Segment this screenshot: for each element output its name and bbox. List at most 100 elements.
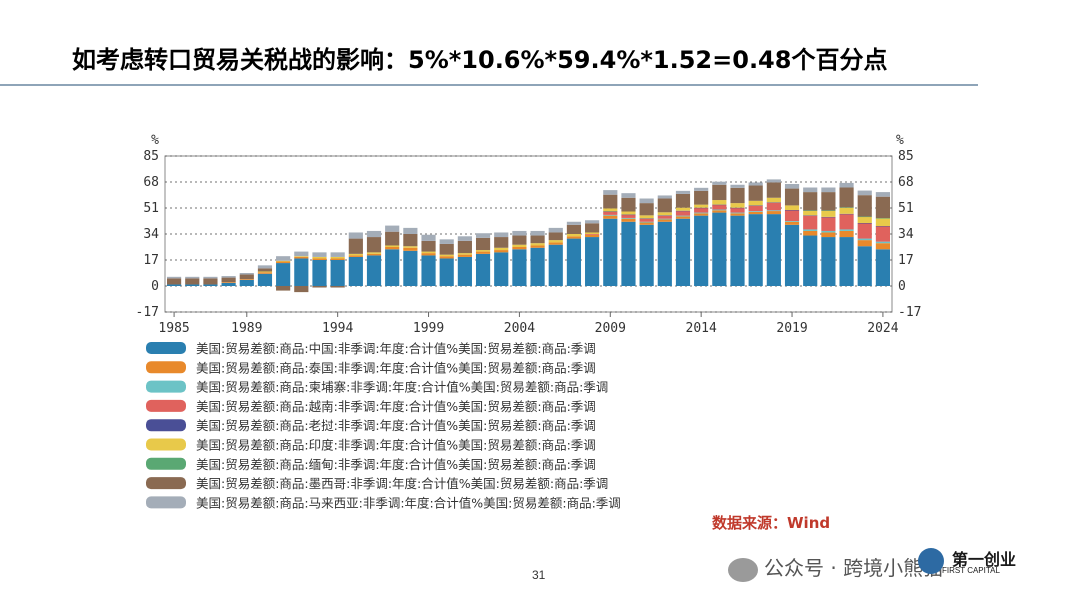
bar-segment-5 (748, 200, 763, 206)
bar-segment-5 (276, 260, 291, 262)
bar-segment-0 (730, 215, 745, 286)
bar-segment-5 (312, 256, 327, 259)
bar-segment-5 (784, 205, 800, 210)
bar-segment-8 (239, 273, 254, 275)
data-source: 数据来源：Wind (712, 514, 831, 532)
bar-segment-0 (439, 258, 454, 286)
legend-swatch-6 (146, 457, 186, 470)
bar-segment-2 (839, 229, 854, 231)
y-tick-label-right: 85 (898, 149, 914, 164)
bar-segment-1 (603, 215, 618, 219)
bar-segment-0 (494, 252, 509, 286)
bar-segment-8 (512, 230, 527, 236)
bar-segment-8 (657, 195, 672, 199)
bar-segment-5 (839, 207, 854, 214)
bar-segment-1 (421, 253, 436, 256)
bar-segment-8 (857, 190, 872, 196)
logo-cn-text: 第一创业 (952, 550, 1017, 569)
bar-segment-7 (803, 192, 818, 211)
bar-segment-7 (639, 203, 654, 216)
bar-segment-8 (875, 192, 891, 197)
bar-segment-1 (784, 221, 800, 225)
bar-segment-5 (730, 203, 745, 208)
bar-segment-1 (585, 234, 600, 238)
bar-segment-8 (821, 187, 836, 193)
bar-segment-1 (657, 219, 672, 222)
bar-segment-7 (403, 234, 418, 247)
bar-segment-0 (694, 215, 709, 286)
bar-segment-8 (475, 233, 491, 238)
bar-segment-7 (257, 268, 273, 272)
bar-segment-0 (330, 260, 345, 286)
legend-label-2: 美国:贸易差额:商品:柬埔寨:非季调:年度:合计值%美国:贸易差额:商品:季调 (196, 380, 608, 395)
bar-segment-0 (385, 249, 400, 286)
x-tick-label: 1985 (158, 321, 189, 336)
bar-segment-1 (330, 258, 345, 260)
bar-segment-5 (621, 211, 636, 215)
bar-segment-1 (457, 254, 472, 257)
bar-segment-1 (403, 247, 418, 251)
bar-segment-0 (512, 249, 527, 286)
bar-segment-0 (294, 258, 309, 286)
bar-segment-8 (348, 232, 363, 239)
bar-segment-4 (839, 213, 854, 215)
bar-segment-8 (276, 256, 291, 261)
bar-segment-2 (639, 221, 654, 223)
bar-segment-1 (239, 279, 254, 280)
bar-segment-7 (439, 243, 454, 255)
bar-segment-4 (730, 207, 745, 209)
y-unit-right: % (896, 133, 904, 148)
bar-segment-0 (348, 256, 363, 286)
bar-segment-7 (675, 193, 691, 208)
bar-segment-0 (257, 273, 273, 286)
bar-segment-5 (366, 252, 382, 254)
bar-segment-0 (185, 284, 200, 286)
bar-segment-1 (821, 232, 836, 238)
y-tick-label-right: 0 (898, 279, 906, 294)
legend-label-7: 美国:贸易差额:商品:墨西哥:非季调:年度:合计值%美国:贸易差额:商品:季调 (196, 476, 608, 491)
y-tick-label-right: 68 (898, 175, 914, 190)
bar-segment-1 (494, 250, 509, 253)
bar-segment-8 (639, 198, 654, 204)
bar-segment-1 (766, 211, 781, 215)
bar-segment-0 (276, 263, 291, 286)
bar-segment-1 (221, 282, 236, 283)
bar-segment-3 (639, 218, 654, 222)
bar-segment-8 (166, 276, 182, 279)
bar-segment-8 (221, 276, 236, 278)
y-tick-label-right: 17 (898, 253, 914, 268)
bar-segment-5 (603, 208, 618, 212)
bar-segment-8 (494, 232, 509, 238)
bar-segment-7 (621, 197, 636, 212)
bar-segment-5 (766, 197, 781, 203)
bar-segment-5 (548, 240, 563, 243)
bar-segment-7 (566, 224, 582, 234)
x-tick-label: 2004 (504, 321, 535, 336)
bar-segment-7 (330, 286, 345, 288)
bar-segment-3 (839, 214, 854, 230)
bar-segment-8 (839, 182, 854, 188)
bar-segment-0 (475, 253, 491, 286)
x-tick-label: 1999 (413, 321, 444, 336)
bar-segment-3 (821, 217, 836, 231)
bar-segment-4 (875, 226, 891, 227)
bar-segment-7 (421, 240, 436, 252)
x-tick-label: 2009 (595, 321, 626, 336)
bar-segment-0 (457, 256, 472, 286)
bar-segment-7 (221, 277, 236, 283)
bar-segment-8 (548, 227, 563, 233)
bar-segment-4 (766, 202, 781, 203)
legend-label-5: 美国:贸易差额:商品:印度:非季调:年度:合计值%美国:贸易差额:商品:季调 (196, 438, 596, 453)
bar-segment-8 (439, 239, 454, 244)
bar-segment-7 (530, 235, 545, 244)
bar-segment-1 (475, 251, 491, 254)
legend-swatch-1 (146, 361, 186, 374)
bar-segment-1 (294, 256, 309, 259)
y-tick-label-left: 17 (143, 253, 159, 268)
bar-segment-0 (839, 237, 854, 286)
bar-segment-5 (857, 216, 872, 223)
bar-segment-3 (748, 205, 763, 212)
bar-segment-5 (657, 212, 672, 216)
bar-segment-7 (585, 223, 600, 233)
legend-label-8: 美国:贸易差额:商品:马来西亚:非季调:年度:合计值%美国:贸易差额:商品:季调 (196, 495, 621, 510)
